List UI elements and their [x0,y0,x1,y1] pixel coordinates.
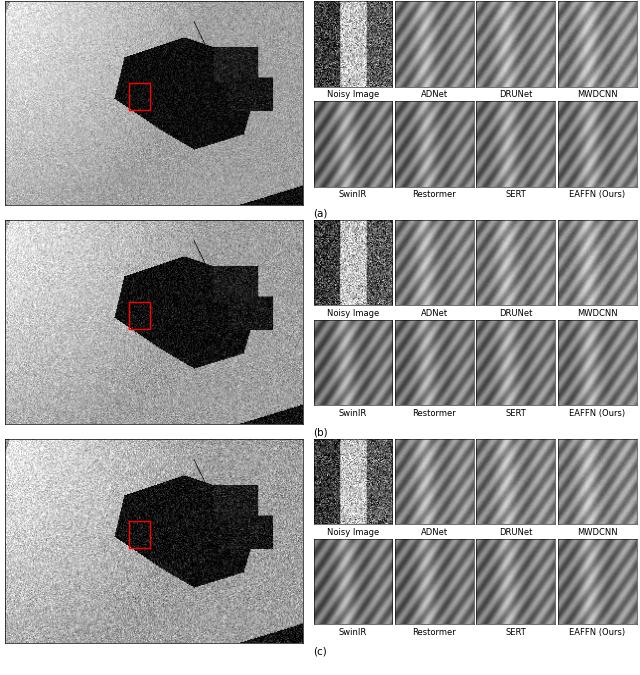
Text: SERT: SERT [506,409,526,418]
Text: MWDCNN: MWDCNN [577,309,618,318]
Text: ADNet: ADNet [421,528,448,537]
Text: Noisy Image: Noisy Image [327,528,379,537]
Bar [129,83,150,109]
Text: SwinIR: SwinIR [339,409,367,418]
Text: EAFFN (Ours): EAFFN (Ours) [570,409,625,418]
Text: DRUNet: DRUNet [499,528,532,537]
Text: (b): (b) [314,427,328,437]
Text: Noisy Image: Noisy Image [327,90,379,99]
Text: EAFFN (Ours): EAFFN (Ours) [570,628,625,637]
Text: MWDCNN: MWDCNN [577,90,618,99]
Text: SwinIR: SwinIR [339,190,367,199]
Text: MWDCNN: MWDCNN [577,528,618,537]
Text: (c): (c) [314,646,327,656]
Text: EAFFN (Ours): EAFFN (Ours) [570,190,625,199]
Text: Restormer: Restormer [413,628,456,637]
Text: Restormer: Restormer [413,190,456,199]
Text: SERT: SERT [506,190,526,199]
Text: ADNet: ADNet [421,90,448,99]
Bar [129,521,150,547]
Text: ADNet: ADNet [421,309,448,318]
Bar [129,302,150,329]
Text: Noisy Image: Noisy Image [327,309,379,318]
Text: DRUNet: DRUNet [499,309,532,318]
Text: DRUNet: DRUNet [499,90,532,99]
Text: Restormer: Restormer [413,409,456,418]
Text: SwinIR: SwinIR [339,628,367,637]
Text: (a): (a) [314,209,328,218]
Text: SERT: SERT [506,628,526,637]
